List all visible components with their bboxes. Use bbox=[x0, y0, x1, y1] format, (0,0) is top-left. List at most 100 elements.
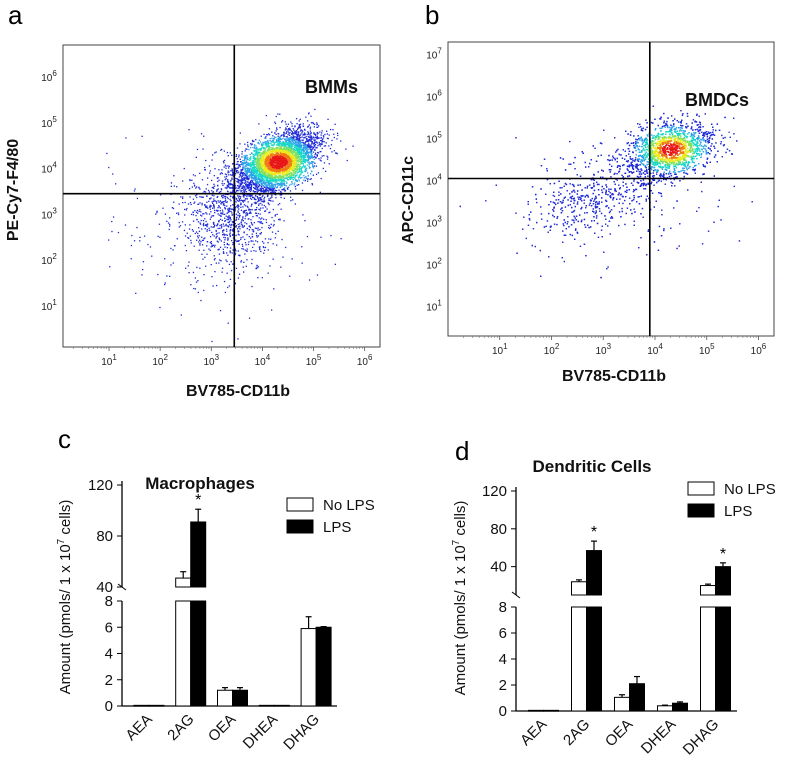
event-dot bbox=[269, 169, 272, 171]
event-dot bbox=[209, 206, 211, 208]
event-dot bbox=[263, 204, 265, 207]
event-dot bbox=[264, 151, 266, 153]
event-dot bbox=[295, 118, 298, 120]
event-dot bbox=[271, 231, 274, 233]
event-dot bbox=[321, 140, 323, 142]
event-dot bbox=[206, 223, 209, 225]
event-dot bbox=[298, 137, 301, 140]
event-dot bbox=[251, 168, 253, 170]
event-dot bbox=[267, 141, 270, 143]
event-dot bbox=[268, 133, 270, 135]
event-dot bbox=[336, 132, 339, 134]
event-dot bbox=[265, 172, 267, 174]
event-dot bbox=[115, 183, 117, 185]
event-dot bbox=[297, 161, 300, 163]
event-dot bbox=[255, 174, 257, 177]
event-dot bbox=[297, 150, 299, 152]
event-dot bbox=[302, 148, 304, 150]
event-dot bbox=[242, 174, 244, 176]
event-dot bbox=[251, 258, 253, 261]
event-dot bbox=[346, 159, 348, 162]
event-dot bbox=[283, 178, 285, 181]
event-dot bbox=[188, 129, 190, 131]
event-dot bbox=[292, 174, 295, 177]
event-dot bbox=[267, 177, 269, 179]
event-dot bbox=[256, 191, 258, 194]
event-dot bbox=[170, 247, 172, 250]
event-dot bbox=[261, 277, 263, 279]
event-dot bbox=[308, 143, 310, 145]
event-dot bbox=[245, 209, 247, 211]
event-dot bbox=[327, 118, 329, 120]
panel-letter-b: b bbox=[425, 0, 439, 30]
event-dot bbox=[280, 208, 282, 210]
event-dot bbox=[190, 239, 192, 242]
event-dot bbox=[281, 177, 283, 179]
event-dot bbox=[228, 285, 231, 287]
event-dot bbox=[131, 234, 133, 237]
event-dot bbox=[289, 132, 291, 134]
event-dot bbox=[302, 123, 304, 125]
event-dot bbox=[155, 213, 157, 215]
event-dot bbox=[270, 167, 272, 169]
event-dot bbox=[277, 154, 279, 156]
event-dot bbox=[220, 191, 222, 193]
event-dot bbox=[300, 145, 302, 147]
event-dot bbox=[285, 171, 287, 173]
event-dot bbox=[281, 142, 283, 144]
event-dot bbox=[295, 139, 297, 141]
event-dot bbox=[312, 164, 314, 166]
event-dot bbox=[191, 229, 194, 231]
event-dot bbox=[340, 238, 342, 240]
event-dot bbox=[232, 186, 234, 188]
event-dot bbox=[173, 185, 175, 187]
event-dot bbox=[335, 152, 337, 154]
event-dot bbox=[243, 166, 245, 168]
event-dot bbox=[239, 158, 241, 160]
event-dot bbox=[225, 174, 228, 176]
event-dot bbox=[224, 173, 227, 175]
event-dot bbox=[306, 151, 308, 153]
event-dot bbox=[226, 196, 228, 198]
event-dot bbox=[287, 154, 290, 157]
event-dot bbox=[248, 189, 250, 191]
event-dot bbox=[279, 218, 281, 220]
event-dot bbox=[256, 188, 259, 190]
event-dot bbox=[204, 205, 207, 207]
event-dot bbox=[298, 152, 300, 154]
event-dot bbox=[206, 224, 208, 226]
event-dot bbox=[139, 236, 141, 238]
event-dot bbox=[302, 163, 304, 165]
event-dot bbox=[284, 176, 286, 179]
event-dot bbox=[317, 137, 319, 139]
event-dot bbox=[272, 141, 274, 143]
event-dot bbox=[258, 143, 260, 145]
event-dot bbox=[259, 246, 261, 248]
event-dot bbox=[189, 202, 192, 204]
event-dot bbox=[278, 150, 281, 153]
event-dot bbox=[272, 171, 274, 173]
event-dot bbox=[211, 179, 213, 182]
event-dot bbox=[308, 167, 311, 169]
event-dot bbox=[310, 149, 312, 151]
event-dot bbox=[201, 196, 204, 198]
event-dot bbox=[293, 174, 295, 176]
event-dot bbox=[217, 188, 219, 190]
event-dot bbox=[245, 191, 248, 193]
event-dot bbox=[256, 195, 258, 198]
event-dot bbox=[286, 159, 288, 161]
event-dot bbox=[261, 204, 263, 206]
event-dot bbox=[288, 137, 290, 139]
event-dot bbox=[228, 222, 230, 224]
event-dot bbox=[298, 161, 301, 163]
event-dot bbox=[279, 140, 281, 143]
event-dot bbox=[285, 171, 287, 174]
event-dot bbox=[183, 229, 186, 232]
event-dot bbox=[225, 223, 227, 226]
event-dot bbox=[293, 176, 295, 178]
event-dot bbox=[241, 178, 243, 181]
event-dot bbox=[255, 185, 257, 187]
event-dot bbox=[241, 153, 243, 155]
event-dot bbox=[204, 218, 206, 220]
event-dot bbox=[278, 136, 281, 139]
